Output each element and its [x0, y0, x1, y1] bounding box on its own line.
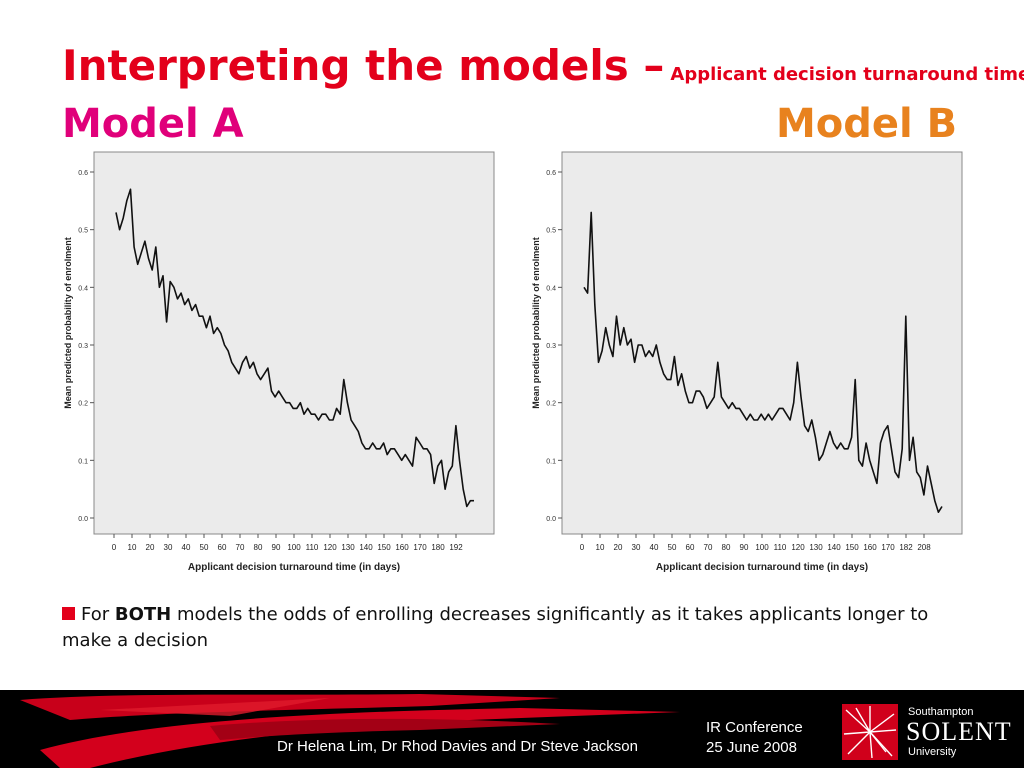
- x-tick-label: 20: [614, 543, 623, 552]
- x-tick-label: 100: [287, 543, 301, 552]
- x-tick-label: 150: [845, 543, 859, 552]
- model-b-chart: 0.0 0.1 0.2 0.3 0.4 0.5 0.6 0 10 20 30 40 50 60 70 80 90…: [531, 151, 963, 573]
- x-tick-label: 170: [881, 543, 895, 552]
- plot-area: [561, 151, 963, 535]
- red-swoosh-graphic: [20, 694, 680, 768]
- y-tick-label: 0.5: [78, 228, 88, 235]
- logo-main-text: SOLENT: [906, 717, 1012, 746]
- series-line: [583, 211, 943, 513]
- title-subtitle: Applicant decision turnaround time: [670, 64, 1024, 85]
- x-tick-label: 150: [377, 543, 391, 552]
- y-tick-label: 0.2: [546, 401, 556, 408]
- x-tick-label: 90: [740, 543, 749, 552]
- x-tick-label: 192: [449, 543, 463, 552]
- logo-bottom-text: University: [908, 746, 957, 758]
- x-tick-label: 180: [431, 543, 445, 552]
- x-tick-label: 140: [359, 543, 373, 552]
- conference-date: 25 June 2008: [706, 739, 797, 756]
- bullet-post: models the odds of enrolling decreases s…: [62, 604, 929, 651]
- x-tick-label: 50: [200, 543, 209, 552]
- x-tick-label: 50: [668, 543, 677, 552]
- footer-bar: Dr Helena Lim, Dr Rhod Davies and Dr Ste…: [0, 690, 1024, 768]
- x-axis-label: Applicant decision turnaround time (in d…: [656, 562, 868, 573]
- x-tick-label: 160: [863, 543, 877, 552]
- x-tick-label: 100: [755, 543, 769, 552]
- bullet-point: For BOTH models the odds of enrolling de…: [62, 602, 962, 654]
- x-tick-label: 90: [272, 543, 281, 552]
- logo-top-text: Southampton: [908, 706, 974, 718]
- y-tick-label: 0.1: [78, 458, 88, 465]
- model-a-chart: 0.0 0.1 0.2 0.3 0.4 0.5 0.6 0 10 20 30 40 50 60 70 80 90…: [63, 151, 495, 573]
- x-tick-label: 10: [128, 543, 137, 552]
- x-tick-label: 110: [774, 543, 787, 552]
- footer-authors: Dr Helena Lim, Dr Rhod Davies and Dr Ste…: [277, 738, 638, 755]
- x-tick-label: 70: [704, 543, 713, 552]
- y-tick-label: 0.0: [78, 516, 88, 523]
- x-tick-label: 60: [218, 543, 227, 552]
- x-tick-label: 0: [112, 543, 117, 552]
- model-a-label: Model A: [62, 101, 244, 147]
- bullet-bold: BOTH: [114, 604, 172, 625]
- x-tick-label: 30: [632, 543, 641, 552]
- title-main: Interpreting the models –: [62, 41, 665, 90]
- x-tick-label: 120: [323, 543, 337, 552]
- x-tick-label: 160: [395, 543, 409, 552]
- bullet-square-icon: [62, 607, 75, 620]
- y-tick-label: 0.4: [546, 285, 556, 292]
- x-tick-label: 70: [236, 543, 245, 552]
- x-tick-label: 140: [827, 543, 841, 552]
- x-tick-label: 182: [899, 543, 913, 552]
- university-logo[interactable]: Southampton SOLENT University: [842, 704, 1012, 760]
- plot-area: [93, 151, 495, 535]
- slide-title: Interpreting the models – Applicant decis…: [62, 40, 1024, 101]
- y-tick-label: 0.0: [546, 516, 556, 523]
- x-tick-label: 60: [686, 543, 695, 552]
- series-line: [115, 188, 474, 508]
- y-axis-label: Mean predicted probability of enrolment: [531, 237, 541, 409]
- y-tick-label: 0.6: [546, 170, 556, 177]
- y-tick-label: 0.6: [78, 170, 88, 177]
- model-b-label: Model B: [776, 101, 958, 147]
- x-tick-label: 0: [580, 543, 585, 552]
- y-tick-label: 0.3: [546, 343, 556, 350]
- x-tick-label: 130: [809, 543, 823, 552]
- x-tick-label: 30: [164, 543, 173, 552]
- x-tick-label: 130: [341, 543, 355, 552]
- x-tick-label: 40: [650, 543, 659, 552]
- x-tick-label: 208: [917, 543, 931, 552]
- x-tick-label: 170: [413, 543, 427, 552]
- x-tick-label: 40: [182, 543, 191, 552]
- x-tick-label: 10: [596, 543, 605, 552]
- footer-conference: IR Conference 25 June 2008: [706, 718, 803, 758]
- x-tick-label: 20: [146, 543, 155, 552]
- x-axis-label: Applicant decision turnaround time (in d…: [188, 562, 400, 573]
- x-tick-label: 110: [306, 543, 319, 552]
- y-tick-label: 0.4: [78, 285, 88, 292]
- y-tick-label: 0.2: [78, 401, 88, 408]
- y-axis-label: Mean predicted probability of enrolment: [63, 237, 73, 409]
- y-tick-label: 0.5: [546, 228, 556, 235]
- x-tick-label: 80: [254, 543, 263, 552]
- conference-name: IR Conference: [706, 719, 803, 736]
- y-tick-label: 0.3: [78, 343, 88, 350]
- x-tick-label: 120: [791, 543, 805, 552]
- starburst-logo-icon: [842, 704, 898, 760]
- y-tick-label: 0.1: [546, 458, 556, 465]
- bullet-pre: For: [81, 604, 115, 625]
- x-tick-label: 80: [722, 543, 731, 552]
